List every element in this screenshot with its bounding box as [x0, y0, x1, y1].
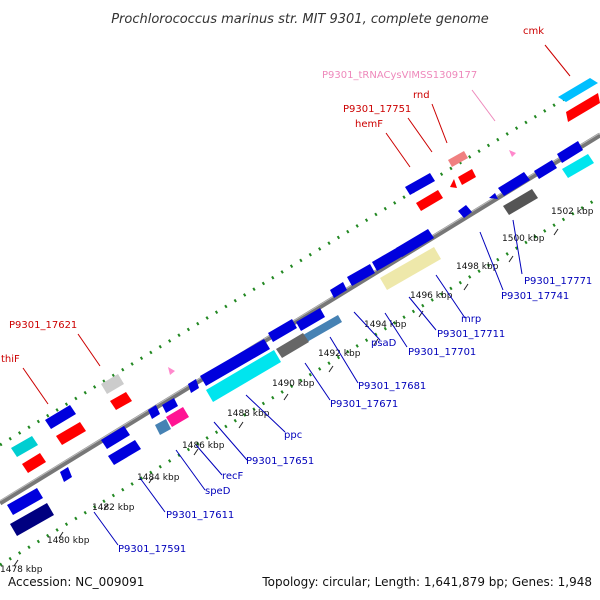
gene-blue-l1[interactable]: [101, 426, 130, 449]
gene-label-mrp: mrp: [461, 314, 481, 325]
gene-cmk-arrow[interactable]: [558, 78, 598, 102]
gene-red-mid[interactable]: [110, 392, 132, 410]
tick-label: 1496 kbp: [410, 291, 453, 301]
gene-label-ppc: ppc: [284, 430, 302, 441]
gene-label-p9301-17771: P9301_17771: [524, 276, 592, 287]
tick-label: 1484 kbp: [137, 473, 180, 483]
gene-label-p9301-17611: P9301_17611: [166, 510, 234, 521]
gene-label-p9301-17681: P9301_17681: [358, 381, 426, 392]
leader-lines-bottom: [93, 219, 523, 546]
gene-lightgray[interactable]: [101, 374, 124, 394]
gene-blue-m5[interactable]: [296, 308, 325, 331]
gene-label-p9301-17751: P9301_17751: [343, 104, 411, 115]
gene-blue-m3[interactable]: [347, 264, 375, 286]
tick-label: 1502 kbp: [551, 207, 594, 217]
gene-hemf-blue[interactable]: [405, 173, 435, 195]
genome-backbone-highlight: [0, 132, 600, 502]
tick-label: 1486 kbp: [182, 441, 225, 451]
gene-gray-1500[interactable]: [503, 189, 538, 215]
gene-blue-m6[interactable]: [268, 319, 297, 342]
gene-khaki-mrp[interactable]: [380, 247, 441, 290]
gene-blue-m4[interactable]: [330, 282, 347, 298]
gene-magenta[interactable]: [166, 407, 189, 427]
gene-red-thif[interactable]: [56, 422, 86, 445]
gene-blue-m1[interactable]: [396, 229, 434, 257]
gene-blue-1500a[interactable]: [498, 172, 530, 196]
gene-label-p9301-17621: P9301_17621: [9, 320, 77, 331]
gene-trna-pink-2[interactable]: [168, 367, 175, 375]
gene-label-thif: thiF: [1, 354, 20, 365]
gene-red-upper[interactable]: [566, 93, 600, 122]
gene-label-p9301-17711: P9301_17711: [437, 329, 505, 340]
ruler-ticks: [13, 228, 559, 567]
gene-steel-psad[interactable]: [303, 315, 342, 342]
gene-blue-thif[interactable]: [45, 405, 76, 429]
gene-blue-l3[interactable]: [60, 467, 72, 482]
leader-lines-top: [22, 44, 571, 405]
tick-label: 1478 kbp: [0, 565, 43, 575]
gene-cyan-left[interactable]: [11, 436, 38, 457]
tick-label: 1500 kbp: [502, 234, 545, 244]
gene-blue-1500d[interactable]: [458, 205, 472, 218]
tick-label: 1492 kbp: [318, 349, 361, 359]
gene-blue-m9[interactable]: [162, 398, 178, 413]
gene-label-sped: speD: [205, 486, 231, 497]
tick-label: 1482 kbp: [92, 503, 135, 513]
gene-label-p9301-17651: P9301_17651: [246, 456, 314, 467]
tick-label: 1498 kbp: [456, 262, 499, 272]
gene-label-p9301-17741: P9301_17741: [501, 291, 569, 302]
gene-blue-m8[interactable]: [148, 405, 160, 419]
gene-label-p9301-17671: P9301_17671: [330, 399, 398, 410]
gene-blue-1500c[interactable]: [489, 193, 498, 199]
gene-label-rnd: rnd: [413, 90, 430, 101]
gene-label-p9301-17701: P9301_17701: [408, 347, 476, 358]
tick-label: 1490 kbp: [272, 379, 315, 389]
gene-shapes: [7, 78, 600, 536]
gene-trna-pink[interactable]: [509, 150, 516, 157]
gene-blue-l4[interactable]: [7, 488, 43, 515]
gene-cyan-right[interactable]: [562, 154, 594, 178]
gene-cyan-long[interactable]: [206, 350, 281, 402]
gene-label-cmk: cmk: [523, 26, 544, 37]
accession-label: Accession: NC_009091: [8, 575, 144, 589]
gene-red-left[interactable]: [22, 453, 46, 473]
tick-label: 1488 kbp: [227, 409, 270, 419]
gene-navy-l5[interactable]: [10, 503, 54, 536]
gene-label-psad: psaD: [371, 338, 397, 349]
gene-blue-long[interactable]: [200, 339, 270, 386]
gene-red-tiny[interactable]: [450, 179, 457, 188]
gene-blue-1500b[interactable]: [534, 160, 557, 179]
gene-blue-l2[interactable]: [108, 440, 141, 465]
gene-label-hemf: hemF: [355, 119, 383, 130]
gene-blue-m2[interactable]: [372, 247, 403, 271]
gene-label-p9301-17591: P9301_17591: [118, 544, 186, 555]
gene-red-small[interactable]: [458, 169, 476, 185]
map-title: Prochlorococcus marinus str. MIT 9301, c…: [111, 12, 489, 27]
gene-blue-m7[interactable]: [188, 379, 199, 393]
gene-label-trna: P9301_tRNACysVIMSS1309177: [322, 70, 477, 81]
gene-hemf-red[interactable]: [416, 190, 443, 211]
gene-label-recf: recF: [222, 471, 244, 482]
genome-summary: Topology: circular; Length: 1,641,879 bp…: [261, 575, 592, 589]
gene-gray-m[interactable]: [276, 333, 309, 358]
gene-salmon[interactable]: [448, 151, 468, 167]
tick-label: 1494 kbp: [364, 320, 407, 330]
genome-backbone: [0, 132, 600, 506]
gene-blue-up-1[interactable]: [557, 141, 583, 163]
tick-label: 1480 kbp: [47, 536, 90, 546]
gene-steel-small[interactable]: [155, 419, 171, 435]
